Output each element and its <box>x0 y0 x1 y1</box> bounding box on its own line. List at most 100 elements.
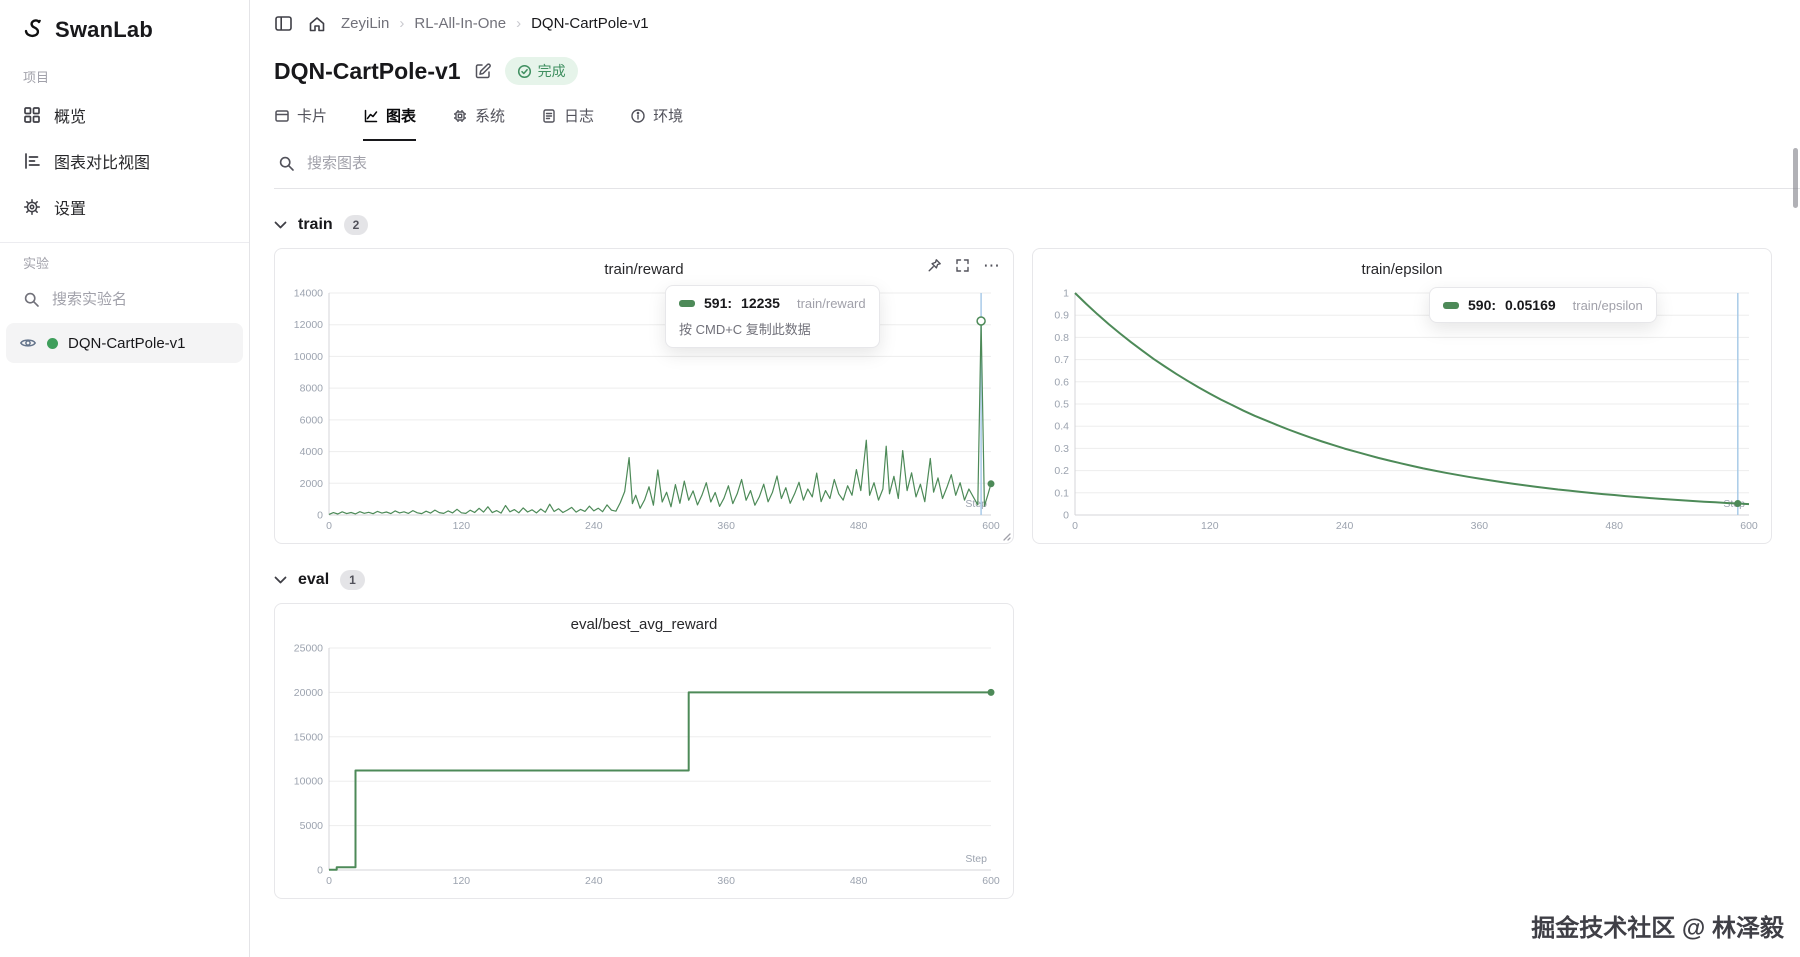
watermark: 掘金技术社区 @ 林泽毅 <box>1531 915 1784 942</box>
tab-label: 环境 <box>653 108 684 125</box>
svg-text:10000: 10000 <box>294 351 323 363</box>
sidebar-item-chart-compare[interactable]: 图表对比视图 <box>0 138 249 184</box>
svg-text:480: 480 <box>1605 520 1623 532</box>
pin-icon[interactable] <box>927 258 942 273</box>
tab-system[interactable]: 系统 <box>452 105 505 141</box>
svg-text:480: 480 <box>850 520 868 532</box>
logo[interactable]: SwanLab <box>0 0 249 59</box>
chart-eval-best-avg-reward[interactable]: 0 5000 10000 15000 20000 25000 0 120 240 360 480 60… <box>283 642 1005 892</box>
experiment-item[interactable]: DQN-CartPole-v1 <box>6 323 243 363</box>
tooltip-value: 12235 <box>741 295 780 311</box>
experiment-search-input[interactable] <box>50 290 200 309</box>
page-title: DQN-CartPole-v1 <box>274 57 461 84</box>
chart-search-input[interactable] <box>305 154 705 173</box>
topbar: ZeyiLin › RL-All-In-One › DQN-CartPole-v… <box>250 0 1800 41</box>
chart-search[interactable] <box>274 141 1800 189</box>
experiment-name: DQN-CartPole-v1 <box>68 334 186 352</box>
svg-text:2000: 2000 <box>300 478 324 490</box>
section-name: train <box>298 216 333 233</box>
chart-toolbar: ⋯ <box>927 255 1001 275</box>
svg-text:0.7: 0.7 <box>1054 354 1069 366</box>
svg-text:360: 360 <box>717 875 735 887</box>
sidebar-item-settings[interactable]: 设置 <box>0 184 249 230</box>
svg-text:0.9: 0.9 <box>1054 310 1069 322</box>
tab-label: 图表 <box>386 108 417 125</box>
svg-text:14000: 14000 <box>294 288 323 300</box>
chart-train-epsilon[interactable]: 0 0.1 0.2 0.3 0.4 0.5 0.6 0.7 0.8 0.9 1 0 120 240 360 4… <box>1041 287 1763 537</box>
search-icon <box>278 155 295 172</box>
svg-text:0: 0 <box>1072 520 1078 532</box>
tooltip-step: 591: <box>704 295 733 311</box>
resize-grip-icon[interactable] <box>1001 531 1011 541</box>
tab-logs[interactable]: 日志 <box>541 105 594 141</box>
sidebar-toggle-icon[interactable] <box>274 14 293 33</box>
svg-text:240: 240 <box>585 875 603 887</box>
bar-chart-icon <box>23 152 41 170</box>
eval-charts-row: eval/best_avg_reward 0 5000 10000 15000 2000… <box>250 603 1800 899</box>
chart-tooltip-reward: 591: 12235 train/reward 按 CMD+C 复制此数据 <box>665 285 880 348</box>
svg-text:360: 360 <box>1471 520 1489 532</box>
svg-text:240: 240 <box>585 520 603 532</box>
breadcrumb-item-user[interactable]: ZeyiLin <box>341 15 390 32</box>
svg-text:0.6: 0.6 <box>1054 376 1069 388</box>
chart-card-eval-best-avg-reward[interactable]: eval/best_avg_reward 0 5000 10000 15000 2000… <box>274 603 1014 899</box>
svg-text:240: 240 <box>1336 520 1354 532</box>
eye-icon[interactable] <box>19 334 37 352</box>
chart-train-reward[interactable]: 0 2000 4000 6000 8000 10000 12000 14000 0 120 240 3… <box>283 287 1005 537</box>
tooltip-series: train/reward <box>796 295 866 311</box>
card-icon <box>274 108 290 124</box>
tab-charts[interactable]: 图表 <box>363 105 417 141</box>
train-charts-row: ⋯ train/reward 0 2000 4000 6000 8000 10000 120… <box>250 248 1800 544</box>
sidebar-section-experiments: 实验 <box>23 256 50 271</box>
svg-text:0.1: 0.1 <box>1054 487 1069 499</box>
home-icon[interactable] <box>308 15 326 33</box>
svg-text:0: 0 <box>326 520 332 532</box>
breadcrumb: ZeyiLin › RL-All-In-One › DQN-CartPole-v… <box>341 15 649 32</box>
chart-card-train-epsilon[interactable]: train/epsilon 0 0.1 0.2 0.3 0.4 0.5 0.6 0.7 0.8 0… <box>1032 248 1772 544</box>
series-swatch <box>1443 301 1459 309</box>
section-name: eval <box>298 571 330 588</box>
edit-icon[interactable] <box>474 62 492 80</box>
tooltip-step: 590: <box>1468 297 1497 313</box>
log-file-icon <box>541 108 557 124</box>
chevron-down-icon[interactable] <box>274 221 287 230</box>
fullscreen-icon[interactable] <box>955 258 970 273</box>
status-badge: 完成 <box>504 57 578 85</box>
svg-text:20000: 20000 <box>294 687 323 699</box>
section-train[interactable]: train 2 <box>250 189 1800 248</box>
breadcrumb-item-project[interactable]: RL-All-In-One <box>414 15 507 32</box>
scrollbar-thumb[interactable] <box>1793 148 1798 208</box>
svg-text:25000: 25000 <box>294 643 323 655</box>
series-swatch <box>679 299 695 307</box>
svg-text:8000: 8000 <box>300 383 324 395</box>
svg-text:10000: 10000 <box>294 776 323 788</box>
section-eval[interactable]: eval 1 <box>250 544 1800 603</box>
chart-card-train-reward[interactable]: ⋯ train/reward 0 2000 4000 6000 8000 10000 120… <box>274 248 1014 544</box>
chevron-right-icon: › <box>399 15 405 32</box>
breadcrumb-item-experiment[interactable]: DQN-CartPole-v1 <box>531 15 649 32</box>
tab-environment[interactable]: 环境 <box>630 105 683 141</box>
svg-text:600: 600 <box>1740 520 1758 532</box>
tab-bar: 卡片 图表 系统 日志 <box>250 89 1800 141</box>
grid-icon <box>23 106 41 124</box>
sidebar-section-project: 项目 <box>23 70 50 85</box>
gear-icon <box>23 198 41 216</box>
experiment-search[interactable] <box>0 278 249 321</box>
svg-text:0: 0 <box>317 865 323 877</box>
chart-title: train/epsilon <box>1361 261 1443 278</box>
svg-text:1: 1 <box>1063 288 1069 300</box>
more-options-icon[interactable]: ⋯ <box>983 255 1001 275</box>
svg-text:4000: 4000 <box>300 446 324 458</box>
svg-text:120: 120 <box>453 520 471 532</box>
svg-text:0.2: 0.2 <box>1054 465 1069 477</box>
tooltip-copy-hint: 按 CMD+C 复制此数据 <box>679 322 811 337</box>
chevron-down-icon[interactable] <box>274 576 287 585</box>
svg-text:120: 120 <box>1201 520 1219 532</box>
sidebar-item-overview[interactable]: 概览 <box>0 92 249 138</box>
svg-text:0.3: 0.3 <box>1054 443 1069 455</box>
svg-text:6000: 6000 <box>300 414 324 426</box>
svg-text:0.4: 0.4 <box>1054 421 1069 433</box>
check-circle-icon <box>517 64 532 79</box>
swanlab-logo-icon <box>20 17 46 43</box>
tab-cards[interactable]: 卡片 <box>274 105 327 141</box>
